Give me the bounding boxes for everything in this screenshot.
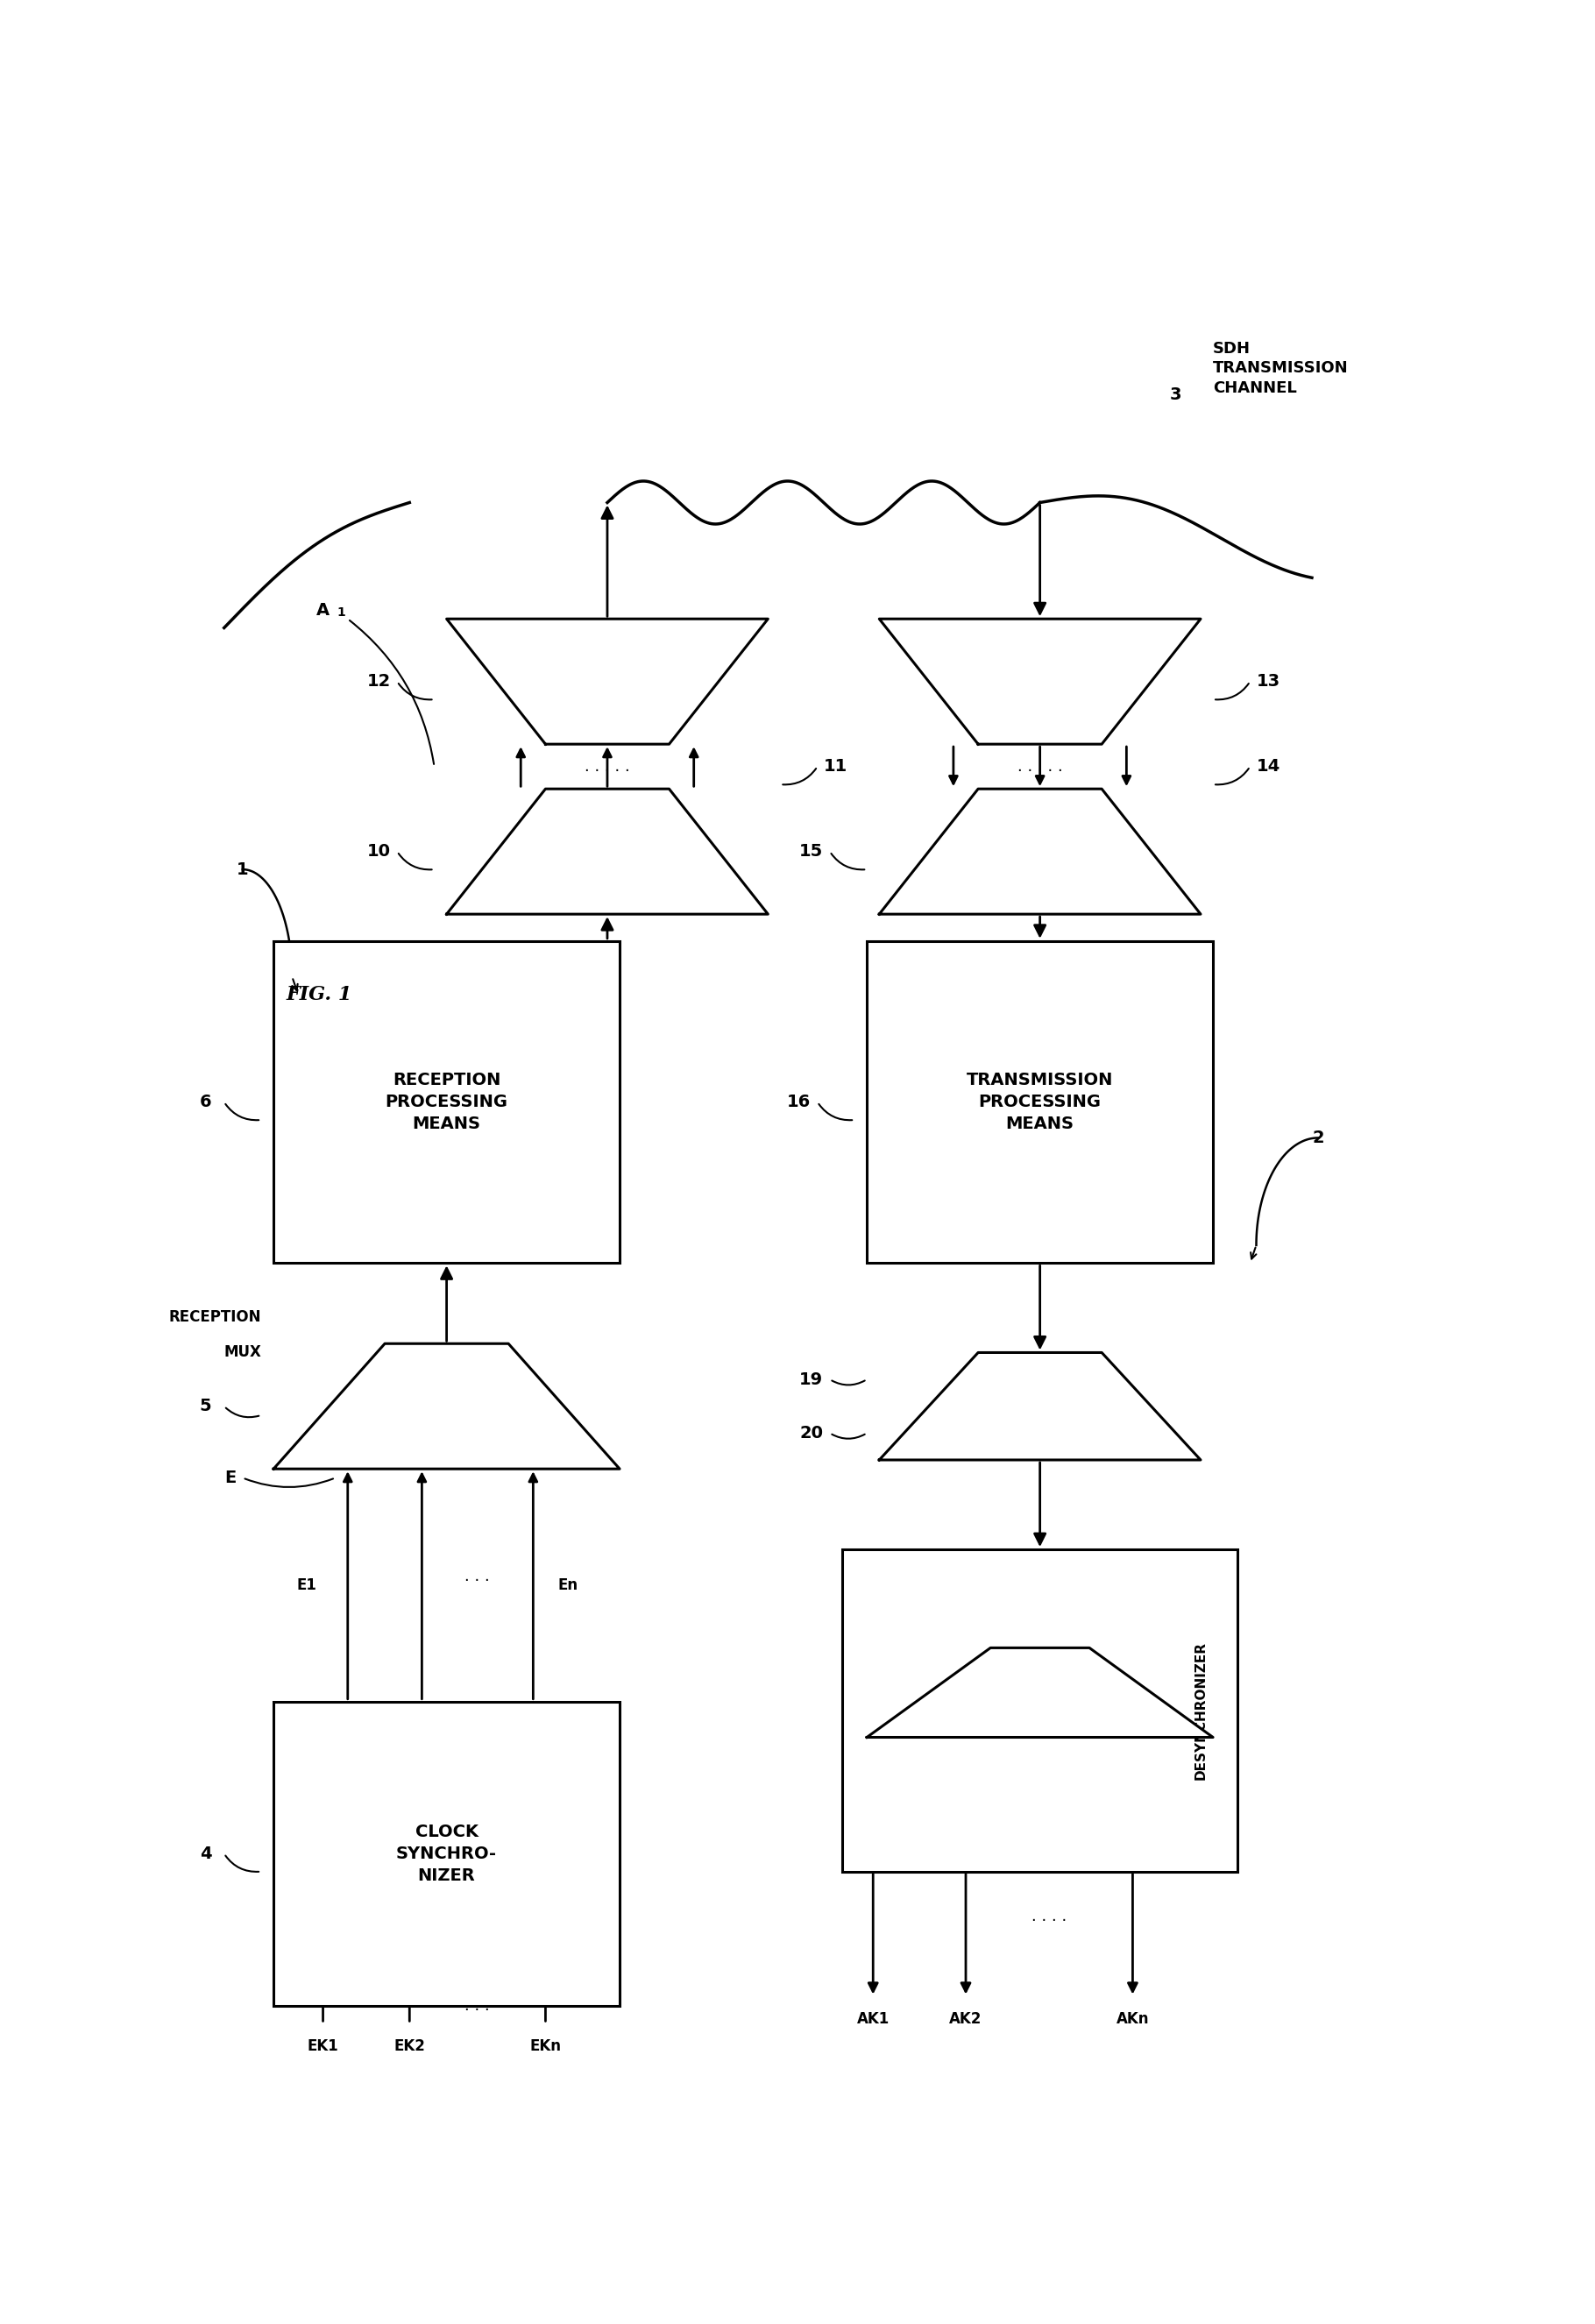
Text: A: A bbox=[316, 602, 330, 618]
Text: 1: 1 bbox=[236, 862, 249, 878]
Text: FIG. 1: FIG. 1 bbox=[286, 985, 352, 1004]
Text: 6: 6 bbox=[199, 1095, 212, 1111]
Text: CLOCK
SYNCHRO-
NIZER: CLOCK SYNCHRO- NIZER bbox=[396, 1824, 498, 1885]
Text: 13: 13 bbox=[1257, 674, 1281, 690]
Text: 20: 20 bbox=[799, 1425, 823, 1441]
Text: DESYNCHRONIZER: DESYNCHRONIZER bbox=[1195, 1641, 1207, 1780]
Text: RECEPTION
PROCESSING
MEANS: RECEPTION PROCESSING MEANS bbox=[386, 1071, 507, 1132]
Text: E: E bbox=[225, 1469, 236, 1485]
Polygon shape bbox=[879, 788, 1201, 913]
Text: AK2: AK2 bbox=[949, 2010, 983, 2027]
Polygon shape bbox=[447, 618, 769, 744]
Text: AK1: AK1 bbox=[857, 2010, 890, 2027]
Text: TRANSMISSION
PROCESSING
MEANS: TRANSMISSION PROCESSING MEANS bbox=[967, 1071, 1113, 1132]
Text: EK2: EK2 bbox=[394, 2038, 426, 2054]
Text: 15: 15 bbox=[799, 844, 823, 860]
Text: 5: 5 bbox=[199, 1399, 212, 1415]
Text: 10: 10 bbox=[367, 844, 391, 860]
Polygon shape bbox=[868, 1648, 1214, 1738]
Polygon shape bbox=[879, 618, 1201, 744]
Polygon shape bbox=[274, 1343, 619, 1469]
Bar bbox=[868, 941, 1214, 1262]
Text: 1: 1 bbox=[337, 607, 346, 618]
Text: 3: 3 bbox=[1171, 386, 1182, 404]
Text: . . .: . . . bbox=[464, 1999, 490, 2013]
Text: . . . .: . . . . bbox=[1032, 1908, 1067, 1924]
Text: En: En bbox=[558, 1578, 577, 1592]
Text: 11: 11 bbox=[825, 758, 849, 774]
Text: 2: 2 bbox=[1313, 1129, 1324, 1146]
Text: RECEPTION: RECEPTION bbox=[169, 1308, 262, 1325]
Text: EKn: EKn bbox=[530, 2038, 561, 2054]
Text: 4: 4 bbox=[199, 1845, 212, 1862]
Polygon shape bbox=[447, 788, 769, 913]
Text: 16: 16 bbox=[786, 1095, 810, 1111]
Bar bbox=[274, 941, 619, 1262]
Text: EK1: EK1 bbox=[308, 2038, 338, 2054]
Text: E1: E1 bbox=[297, 1578, 317, 1592]
Text: . . .: . . . bbox=[464, 1569, 490, 1585]
Bar bbox=[274, 1701, 619, 2006]
Text: SDH
TRANSMISSION
CHANNEL: SDH TRANSMISSION CHANNEL bbox=[1212, 342, 1348, 395]
Text: . . . . .: . . . . . bbox=[585, 758, 630, 774]
Text: MUX: MUX bbox=[223, 1346, 262, 1360]
Polygon shape bbox=[879, 1353, 1201, 1459]
Text: 14: 14 bbox=[1257, 758, 1281, 774]
Text: 19: 19 bbox=[799, 1371, 823, 1387]
Text: . . . . .: . . . . . bbox=[1018, 758, 1062, 774]
Text: AKn: AKn bbox=[1116, 2010, 1148, 2027]
Text: 12: 12 bbox=[367, 674, 391, 690]
Bar bbox=[842, 1550, 1238, 1871]
